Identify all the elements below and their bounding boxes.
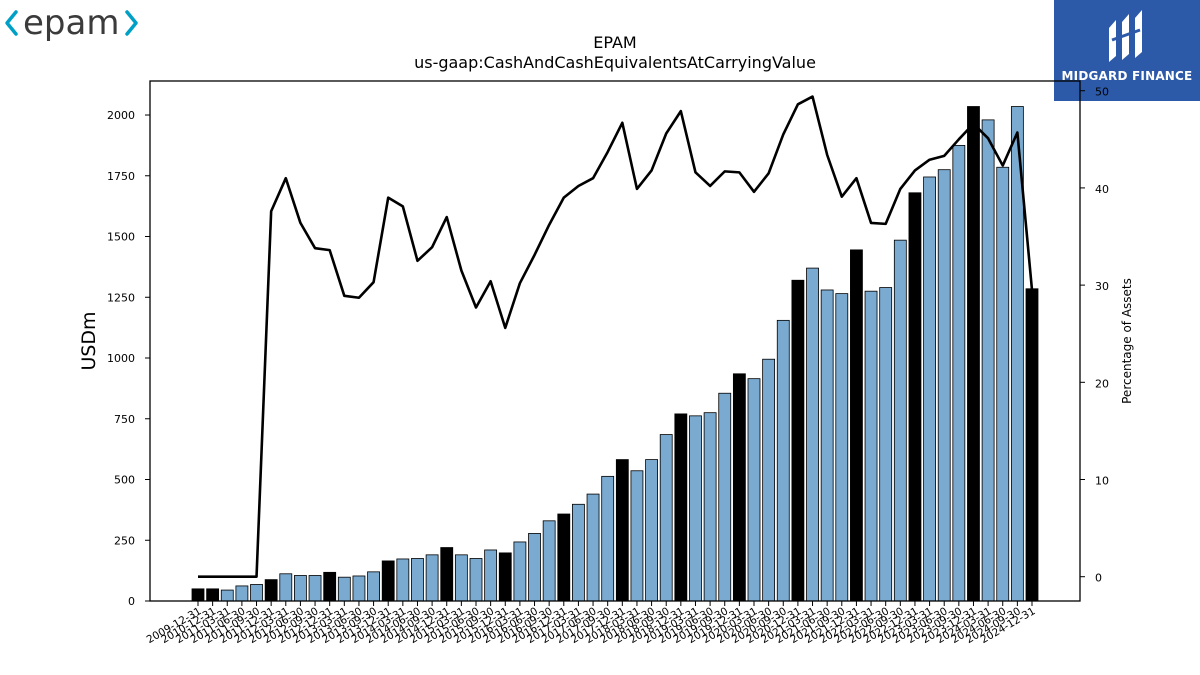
- bar-2023-06-30: [937, 169, 951, 602]
- bar-2014-06-30: [411, 558, 424, 602]
- bar-2020-12-31: [791, 279, 805, 602]
- bar-2023-09-30: [952, 144, 966, 602]
- bar-2024-06-30: [996, 166, 1010, 602]
- bar-2016-12-31: [557, 513, 571, 602]
- ytick-right-label-30: 30: [1095, 280, 1109, 293]
- bar-2015-12-31: [498, 552, 512, 602]
- bar-2015-09-30: [484, 549, 498, 602]
- ytick-label-1500: 1500: [107, 231, 135, 244]
- ytick-label-2000: 2000: [107, 109, 135, 122]
- bar-2016-09-30: [542, 520, 556, 602]
- bar-2019-06-30: [703, 412, 717, 602]
- plot-frame: [149, 80, 1081, 602]
- bar-2021-06-30: [820, 289, 834, 602]
- bar-2011-06-30: [235, 585, 249, 602]
- bar-2016-06-30: [528, 533, 541, 602]
- midgard-wordmark: MIDGARD FINANCE: [1061, 69, 1193, 83]
- bar-2021-12-31: [850, 249, 863, 602]
- bar-2023-03-31: [923, 176, 936, 602]
- bar-2013-03-31: [337, 576, 351, 602]
- line-percentage-of-assets: [198, 95, 1034, 579]
- bar-2019-03-31: [689, 415, 702, 602]
- bar-2019-09-30: [718, 392, 732, 602]
- bar-2021-09-30: [835, 293, 849, 602]
- bar-2014-09-30: [425, 554, 439, 602]
- bar-2011-09-30: [250, 584, 263, 602]
- bar-2011-12-31: [264, 579, 278, 602]
- ytick-right-label-10: 10: [1095, 475, 1109, 488]
- bar-2012-03-31: [279, 573, 293, 602]
- bar-2020-06-30: [762, 358, 776, 602]
- bar-2010-12-31: [206, 588, 220, 602]
- ytick-right-label-0: 0: [1095, 572, 1102, 585]
- bar-2020-03-31: [747, 378, 761, 602]
- ytick-label-500: 500: [114, 474, 135, 487]
- bar-2018-09-30: [659, 434, 673, 602]
- midgard-finance-logo: MIDGARD FINANCE: [1054, 0, 1200, 101]
- y-axis-label: USDm: [78, 311, 100, 370]
- y-axis-label-right: Percentage of Assets: [1120, 278, 1134, 404]
- bar-2017-06-30: [586, 493, 600, 602]
- ytick-label-250: 250: [114, 534, 135, 547]
- bar-2013-12-31: [381, 560, 395, 602]
- bar-2022-12-31: [908, 192, 922, 602]
- ytick-label-1000: 1000: [107, 352, 135, 365]
- logo-wordmark: epam: [23, 3, 119, 43]
- bar-2017-12-31: [615, 459, 629, 602]
- bar-2012-09-30: [308, 575, 322, 602]
- bar-2018-06-30: [645, 459, 658, 602]
- bar-2019-12-31: [732, 373, 746, 602]
- bar-2012-12-31: [323, 571, 337, 602]
- midgard-emblem-icon: [1109, 10, 1142, 62]
- logo-chevron-left: [5, 10, 18, 36]
- bar-2013-06-30: [352, 575, 366, 602]
- bar-2017-03-31: [572, 503, 585, 602]
- bar-2015-03-31: [454, 554, 468, 602]
- bar-2022-09-30: [893, 239, 907, 602]
- bar-2012-06-30: [294, 575, 307, 602]
- bar-2011-03-31: [220, 589, 234, 602]
- bar-2023-12-31: [967, 106, 980, 602]
- bar-2024-12-31: [1025, 288, 1039, 602]
- bar-2018-03-31: [630, 470, 644, 602]
- bar-2021-03-31: [806, 267, 819, 602]
- bar-2013-09-30: [367, 571, 380, 602]
- bar-2018-12-31: [674, 413, 688, 602]
- ytick-label-750: 750: [114, 413, 135, 426]
- chart-subtitle: us-gaap:CashAndCashEquivalentsAtCarrying…: [414, 53, 816, 72]
- ytick-right-label-40: 40: [1095, 183, 1109, 196]
- bar-2022-03-31: [864, 290, 878, 602]
- bar-2014-12-31: [440, 547, 454, 602]
- bar-2020-09-30: [776, 319, 790, 602]
- logo-chevron-right: [125, 10, 138, 36]
- bar-2014-03-31: [396, 558, 410, 602]
- chart-title: EPAM: [593, 33, 636, 52]
- bar-2017-09-30: [601, 475, 615, 602]
- ytick-label-1250: 1250: [107, 291, 135, 304]
- ytick-right-label-50: 50: [1095, 86, 1109, 99]
- bar-2009-12-31: [191, 588, 205, 602]
- bar-2022-06-30: [879, 287, 893, 602]
- ytick-label-0: 0: [128, 595, 135, 608]
- bar-2024-03-31: [981, 119, 995, 602]
- ytick-right-label-20: 20: [1095, 377, 1109, 390]
- epam-logo: epam: [0, 0, 150, 56]
- ytick-label-1750: 1750: [107, 170, 135, 183]
- bar-2015-06-30: [469, 558, 483, 602]
- bar-2016-03-31: [513, 541, 527, 602]
